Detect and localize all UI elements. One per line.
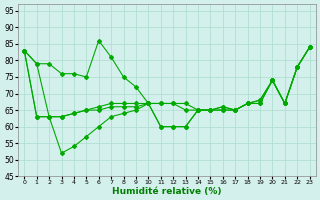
X-axis label: Humidité relative (%): Humidité relative (%) (112, 187, 222, 196)
